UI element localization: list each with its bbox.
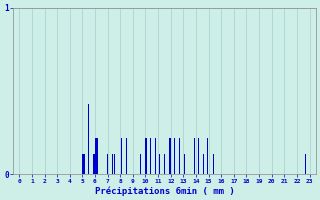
Bar <box>114 154 115 174</box>
Bar <box>121 138 122 174</box>
Bar <box>93 154 94 174</box>
Bar <box>94 154 95 174</box>
Bar <box>187 154 188 174</box>
Bar <box>150 138 151 174</box>
Bar <box>132 154 133 174</box>
Bar <box>112 154 113 174</box>
Bar <box>198 138 199 174</box>
Bar <box>207 138 208 174</box>
Bar <box>184 154 185 174</box>
Bar <box>145 138 146 174</box>
Bar <box>159 154 160 174</box>
Bar <box>140 154 141 174</box>
Bar <box>96 138 97 174</box>
Bar <box>115 154 116 174</box>
Bar <box>95 138 96 174</box>
Bar <box>126 138 127 174</box>
Bar <box>97 138 98 174</box>
Bar <box>88 104 89 174</box>
Bar <box>174 138 175 174</box>
Bar <box>155 138 156 174</box>
Bar <box>82 154 83 174</box>
Bar <box>107 154 108 174</box>
Bar <box>226 154 227 174</box>
Bar <box>91 154 92 174</box>
Bar <box>179 138 180 174</box>
X-axis label: Précipitations 6min ( mm ): Précipitations 6min ( mm ) <box>94 186 234 196</box>
Bar <box>169 138 170 174</box>
Bar <box>213 154 214 174</box>
Bar <box>164 154 165 174</box>
Bar <box>203 154 204 174</box>
